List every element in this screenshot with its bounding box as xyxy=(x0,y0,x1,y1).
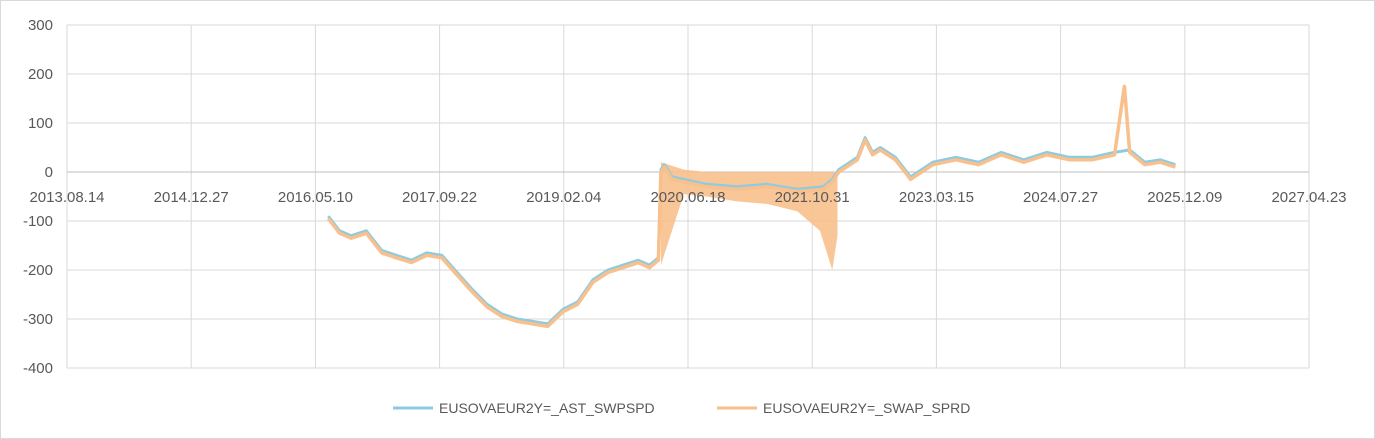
series-layer xyxy=(326,84,1176,329)
y-tick-label: -300 xyxy=(23,311,53,328)
legend-label-series-2: EUSOVAEUR2Y=_SWAP_SPRD xyxy=(763,400,970,416)
x-tick-label: 2024.07.27 xyxy=(1023,189,1098,206)
y-tick-label: 300 xyxy=(28,17,53,34)
y-tick-label: -200 xyxy=(23,262,53,279)
x-tick-label: 2020.06.18 xyxy=(650,189,725,206)
x-tick-label: 2019.02.04 xyxy=(526,189,601,206)
series-line-1 xyxy=(327,136,1176,326)
y-tick-labels: -400 -300 -200 -100 0 100 200 300 xyxy=(23,17,53,377)
x-tick-labels: 2013.08.14 2014.12.27 2016.05.10 2017.09.22… xyxy=(29,189,1346,206)
y-tick-label: 100 xyxy=(28,115,53,132)
y-tick-label: 200 xyxy=(28,66,53,83)
x-tick-label: 2021.10.31 xyxy=(775,189,850,206)
series-line-2 xyxy=(326,84,1176,329)
x-tick-label: 2025.12.09 xyxy=(1147,189,1222,206)
x-tick-label: 2014.12.27 xyxy=(154,189,229,206)
y-tick-label: -400 xyxy=(23,360,53,377)
legend-label-series-1: EUSOVAEUR2Y=_AST_SWPSPD xyxy=(439,400,655,416)
y-tick-label: -100 xyxy=(23,213,53,230)
x-tick-label: 2023.03.15 xyxy=(899,189,974,206)
x-tick-label: 2013.08.14 xyxy=(29,189,104,206)
y-tick-label: 0 xyxy=(45,164,53,181)
x-tick-label: 2027.04.23 xyxy=(1271,189,1346,206)
x-tick-label: 2016.05.10 xyxy=(278,189,353,206)
series-2-volatility-band xyxy=(660,162,838,270)
legend: EUSOVAEUR2Y=_AST_SWPSPD EUSOVAEUR2Y=_SWA… xyxy=(393,400,970,416)
x-tick-label: 2017.09.22 xyxy=(402,189,477,206)
